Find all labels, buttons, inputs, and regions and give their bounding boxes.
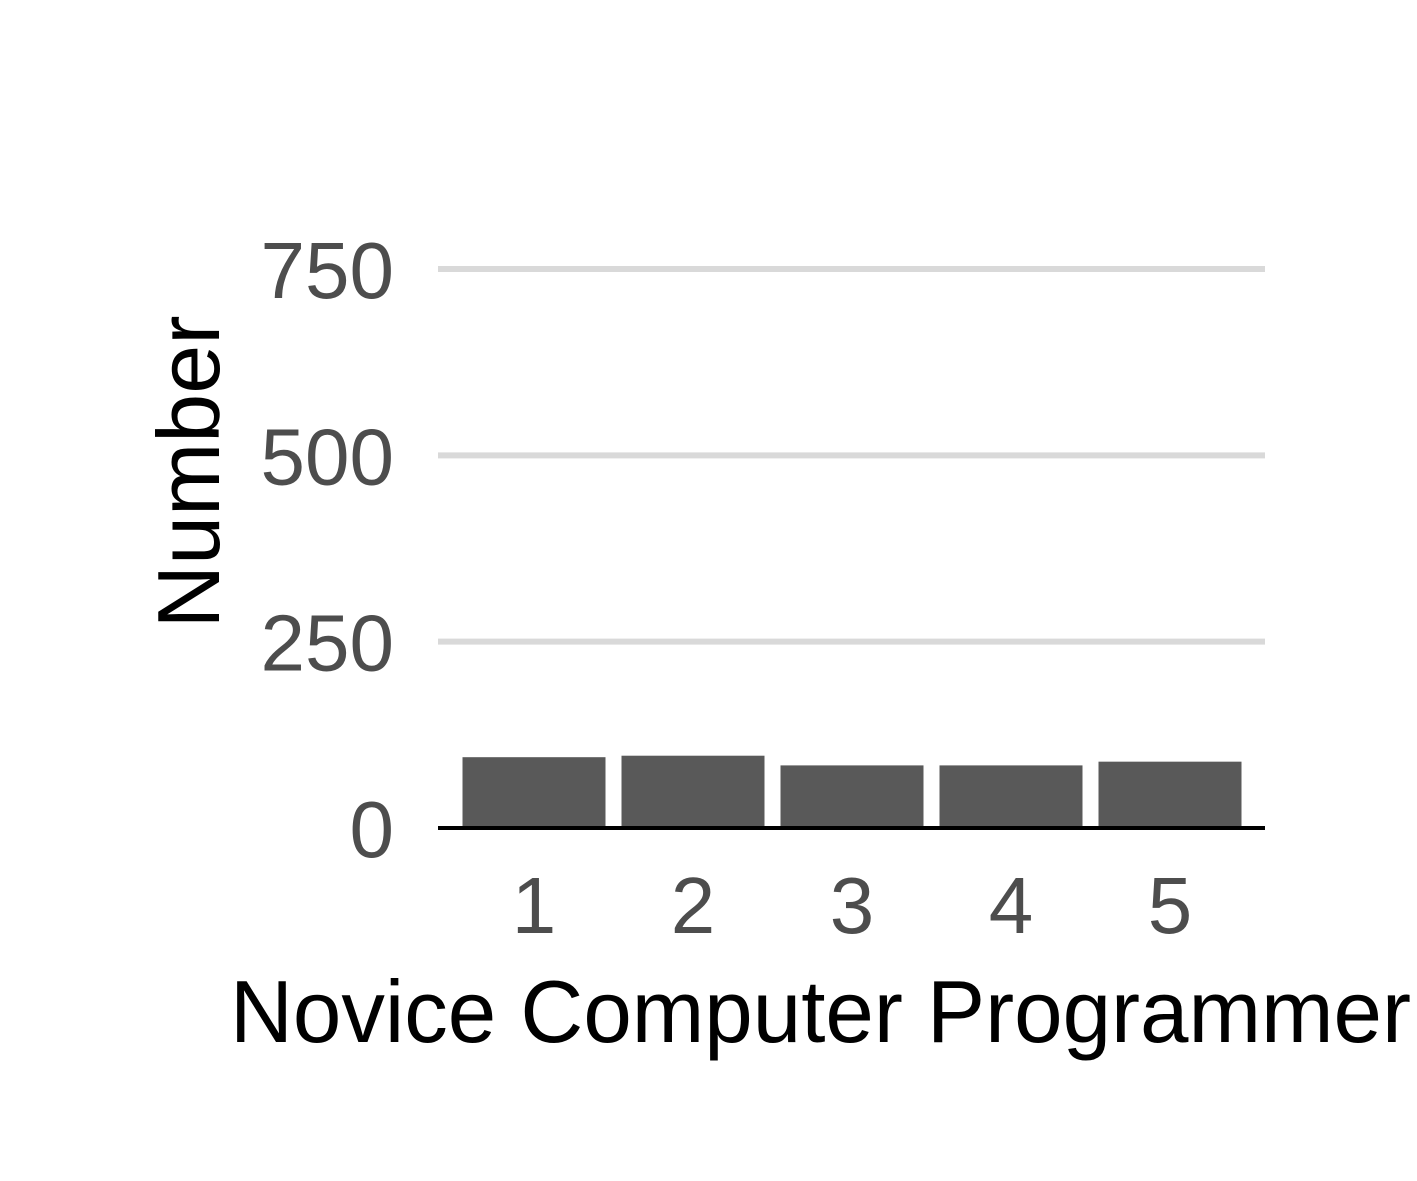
y-tick-label: 750	[261, 226, 394, 315]
x-tick-label: 4	[989, 861, 1034, 950]
x-axis-title: Novice Computer Programmer	[230, 962, 1411, 1061]
bar-1	[462, 757, 606, 828]
bar-3	[780, 765, 924, 828]
x-tick-label: 5	[1148, 861, 1193, 950]
bar-4	[939, 765, 1083, 828]
x-tick-label: 2	[671, 861, 716, 950]
x-tick-label: 3	[830, 861, 875, 950]
bars	[462, 755, 1242, 828]
x-tick-label: 1	[512, 861, 557, 950]
gridlines	[438, 266, 1265, 645]
y-tick-labels: 0 250 500 750	[261, 226, 394, 874]
y-tick-label: 500	[261, 412, 394, 501]
bar-5	[1098, 761, 1242, 828]
y-tick-label: 250	[261, 599, 394, 688]
y-tick-label: 0	[350, 785, 395, 874]
x-tick-labels: 1 2 3 4 5	[512, 861, 1193, 950]
bar-2	[621, 755, 765, 828]
y-axis-title: Number	[139, 316, 238, 629]
